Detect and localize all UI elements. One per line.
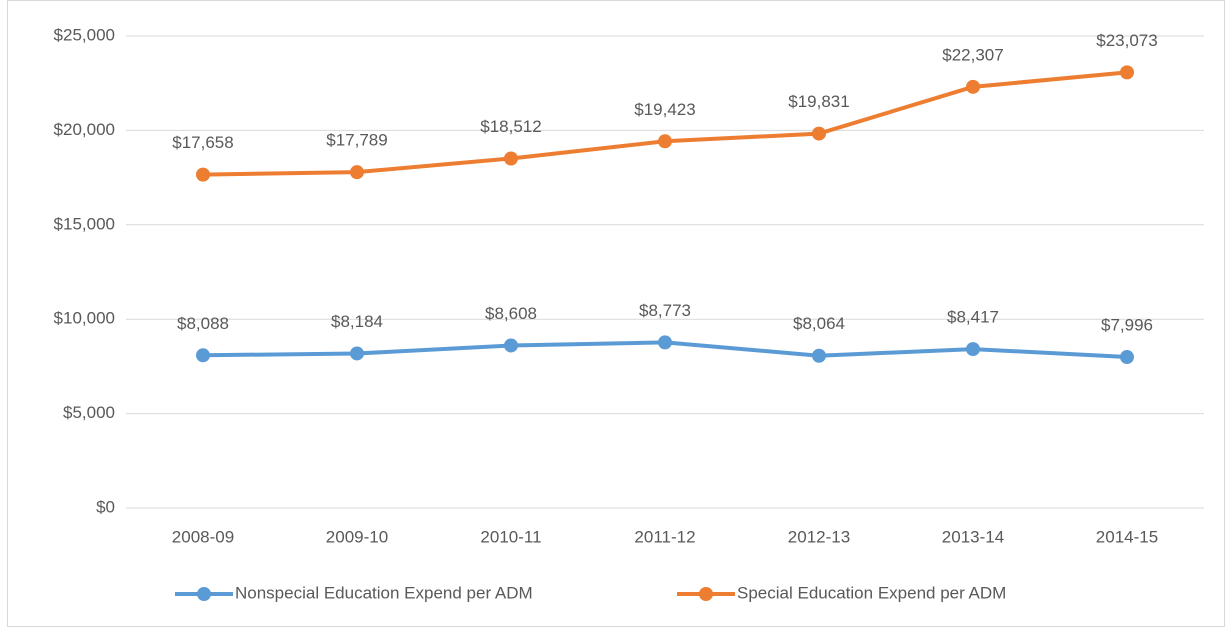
point xyxy=(196,167,210,182)
x-tick-label: 2009-10 xyxy=(326,527,388,546)
legend-label: Special Education Expend per ADM xyxy=(737,583,1006,602)
y-tick-label: $25,000 xyxy=(54,25,115,44)
chart-border xyxy=(7,0,1225,627)
point xyxy=(504,151,518,166)
point xyxy=(1120,350,1134,365)
legend-label: Nonspecial Education Expend per ADM xyxy=(235,583,533,602)
point xyxy=(350,165,364,180)
x-tick-label: 2011-12 xyxy=(634,527,695,546)
legend-marker xyxy=(699,587,713,601)
y-tick-label: $0 xyxy=(96,497,115,516)
point xyxy=(812,126,826,141)
y-tick-label: $10,000 xyxy=(54,309,115,328)
data-label: $19,423 xyxy=(634,100,695,119)
legend-marker xyxy=(197,587,211,601)
y-tick-label: $15,000 xyxy=(54,214,115,233)
data-label: $23,073 xyxy=(1096,31,1157,50)
x-tick-label: 2014-15 xyxy=(1096,527,1158,546)
point xyxy=(658,134,672,149)
point xyxy=(1120,65,1134,80)
x-tick-label: 2010-11 xyxy=(480,527,541,546)
data-label: $7,996 xyxy=(1101,316,1153,335)
point xyxy=(658,335,672,350)
data-label: $19,831 xyxy=(788,92,849,111)
data-label: $8,064 xyxy=(793,314,845,333)
y-tick-label: $20,000 xyxy=(54,120,115,139)
point xyxy=(812,348,826,363)
x-tick-label: 2012-13 xyxy=(788,527,850,546)
y-tick-label: $5,000 xyxy=(63,403,115,422)
data-label: $17,789 xyxy=(326,131,387,150)
x-tick-label: 2008-09 xyxy=(172,527,234,546)
data-label: $8,773 xyxy=(639,301,691,320)
point xyxy=(504,338,518,353)
data-label: $8,417 xyxy=(947,308,999,327)
data-label: $8,088 xyxy=(177,314,229,333)
data-label: $17,658 xyxy=(172,133,233,152)
x-tick-label: 2013-14 xyxy=(942,527,1004,546)
data-label: $18,512 xyxy=(480,117,541,136)
point xyxy=(966,79,980,94)
data-label: $22,307 xyxy=(942,45,1003,64)
data-label: $8,184 xyxy=(331,312,383,331)
data-label: $8,608 xyxy=(485,304,537,323)
point xyxy=(350,346,364,361)
point xyxy=(196,348,210,363)
point xyxy=(966,342,980,357)
